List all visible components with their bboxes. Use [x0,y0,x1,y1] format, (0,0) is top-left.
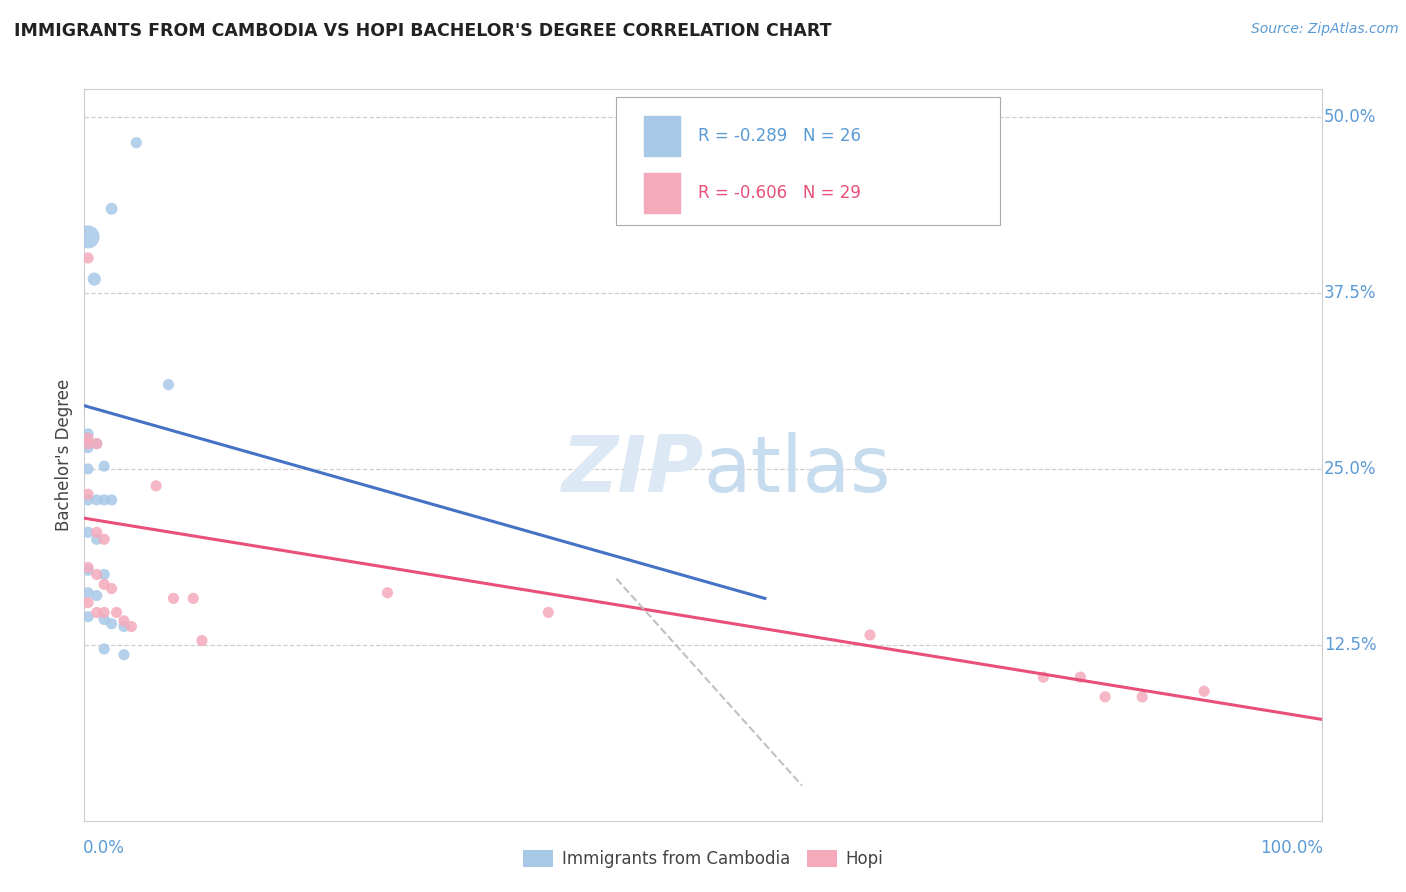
Text: 12.5%: 12.5% [1324,636,1376,654]
Point [181,591,204,606]
Point [1130,690,1153,704]
Text: 0.0%: 0.0% [83,838,125,857]
Point [191,633,214,648]
Point [93,567,115,582]
FancyBboxPatch shape [644,172,681,214]
Point [86,606,108,620]
Text: R = -0.606   N = 29: R = -0.606 N = 29 [697,185,860,202]
Point [77,436,100,450]
Point [93,533,115,547]
Text: IMMIGRANTS FROM CAMBODIA VS HOPI BACHELOR'S DEGREE CORRELATION CHART: IMMIGRANTS FROM CAMBODIA VS HOPI BACHELO… [14,22,831,40]
Text: 50.0%: 50.0% [1324,108,1376,127]
Point [157,377,180,392]
Point [83,272,105,286]
Point [112,648,135,662]
Point [77,426,100,441]
Point [145,479,167,493]
Point [77,462,100,476]
Point [162,591,184,606]
Point [77,586,100,600]
Point [100,582,122,596]
Point [93,492,115,507]
Point [86,492,108,507]
Text: Source: ZipAtlas.com: Source: ZipAtlas.com [1251,22,1399,37]
Point [93,613,115,627]
Point [77,563,100,577]
Point [125,136,148,150]
Point [100,492,122,507]
Point [86,436,108,450]
Y-axis label: Bachelor's Degree: Bachelor's Degree [55,379,73,531]
Point [537,606,560,620]
Point [1032,670,1054,684]
Point [377,586,399,600]
Point [120,619,142,633]
Point [859,628,882,642]
Text: 25.0%: 25.0% [1324,460,1376,478]
Point [93,577,115,591]
Point [112,619,135,633]
Text: atlas: atlas [703,432,890,508]
Text: 100.0%: 100.0% [1260,838,1323,857]
Point [77,441,100,455]
Point [86,589,108,603]
Point [77,230,100,244]
Point [93,606,115,620]
Point [100,202,122,216]
Legend: Immigrants from Cambodia, Hopi: Immigrants from Cambodia, Hopi [516,843,890,874]
Point [77,431,100,445]
Point [86,436,108,450]
FancyBboxPatch shape [644,116,681,157]
Text: 37.5%: 37.5% [1324,285,1376,302]
Point [77,492,100,507]
Text: R = -0.289   N = 26: R = -0.289 N = 26 [697,128,860,145]
Point [77,525,100,540]
Point [77,596,100,610]
Point [112,614,135,628]
Point [77,609,100,624]
FancyBboxPatch shape [616,96,1000,225]
Point [77,251,100,265]
Point [93,459,115,474]
Point [77,487,100,501]
Text: ZIP: ZIP [561,432,703,508]
Point [1069,670,1091,684]
Point [1094,690,1116,704]
Point [86,567,108,582]
Point [1192,684,1215,698]
Point [100,616,122,631]
Point [77,560,100,574]
Point [105,606,128,620]
Point [86,533,108,547]
Point [86,525,108,540]
Point [93,642,115,657]
